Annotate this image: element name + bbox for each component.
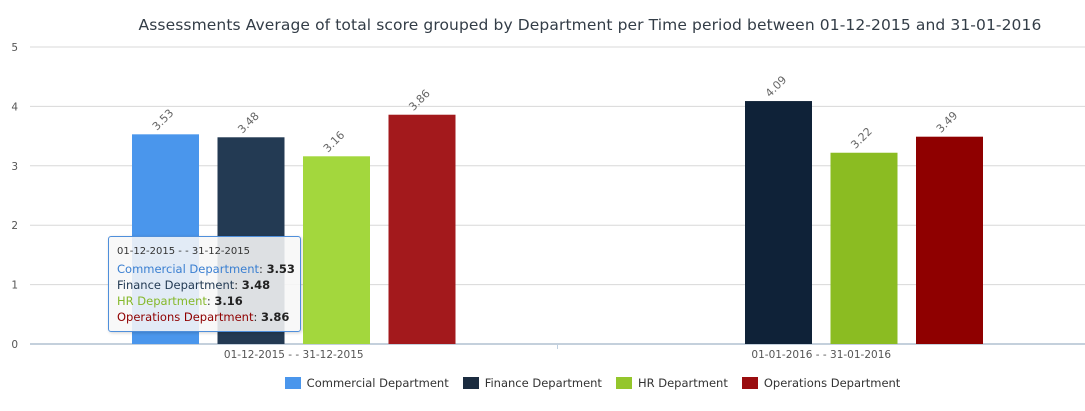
tooltip-row-commercial: Commercial Department: 3.53 [117,262,295,276]
data-label: 3.86 [406,87,433,114]
data-label: 3.22 [848,125,875,152]
legend-swatch [284,377,301,389]
bar [916,136,983,344]
bar [388,114,456,344]
x-category-label: 01-12-2015 - - 31-12-2015 [224,349,364,361]
chart-title: Assessments Average of total score group… [138,16,1042,34]
legend-label: Operations Department [763,376,901,390]
legend-swatch [615,377,632,389]
y-tick-label: 1 [11,280,18,292]
y-tick-label: 3 [11,161,18,173]
data-label: 3.53 [150,107,177,134]
legend-label: Commercial Department [306,376,449,390]
y-tick-label: 0 [11,339,18,351]
tooltip-row-operations: Operations Department: 3.86 [117,310,290,324]
tooltip-row-finance: Finance Department: 3.48 [117,278,271,292]
legend-item-commercial[interactable]: Commercial Department [284,376,449,390]
chart-legend: Commercial Department Finance Department… [0,376,1085,390]
bar [745,101,812,344]
data-tooltip: 01-12-2015 - - 31-12-2015 Commercial Dep… [108,236,301,332]
legend-item-operations[interactable]: Operations Department [741,376,901,390]
tooltip-header: 01-12-2015 - - 31-12-2015 [117,246,250,257]
legend-item-hr[interactable]: HR Department [615,376,728,390]
legend-label: HR Department [637,376,728,390]
bar [303,156,370,344]
y-tick-label: 5 [11,42,18,54]
legend-swatch [741,377,758,389]
data-label: 4.09 [763,73,790,100]
data-label: 3.48 [235,110,262,137]
y-tick-label: 4 [11,101,18,113]
x-category-label: 01-01-2016 - - 31-01-2016 [751,349,891,361]
data-label: 3.49 [934,109,961,136]
legend-swatch [462,377,479,389]
tooltip-row-hr: HR Department: 3.16 [117,294,243,308]
y-tick-label: 2 [11,220,18,232]
data-label: 3.16 [321,129,348,156]
legend-label: Finance Department [484,376,602,390]
legend-item-finance[interactable]: Finance Department [462,376,602,390]
bar [830,152,898,344]
